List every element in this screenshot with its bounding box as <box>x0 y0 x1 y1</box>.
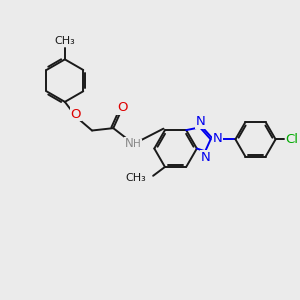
Text: O: O <box>117 101 128 114</box>
Text: N: N <box>196 115 206 128</box>
Text: O: O <box>70 108 81 121</box>
Text: Cl: Cl <box>285 133 298 146</box>
Text: N: N <box>125 137 134 150</box>
Text: N: N <box>212 132 222 145</box>
Text: H: H <box>133 139 141 149</box>
Text: N: N <box>201 151 211 164</box>
Text: CH₃: CH₃ <box>55 36 75 46</box>
Text: CH₃: CH₃ <box>126 172 146 183</box>
